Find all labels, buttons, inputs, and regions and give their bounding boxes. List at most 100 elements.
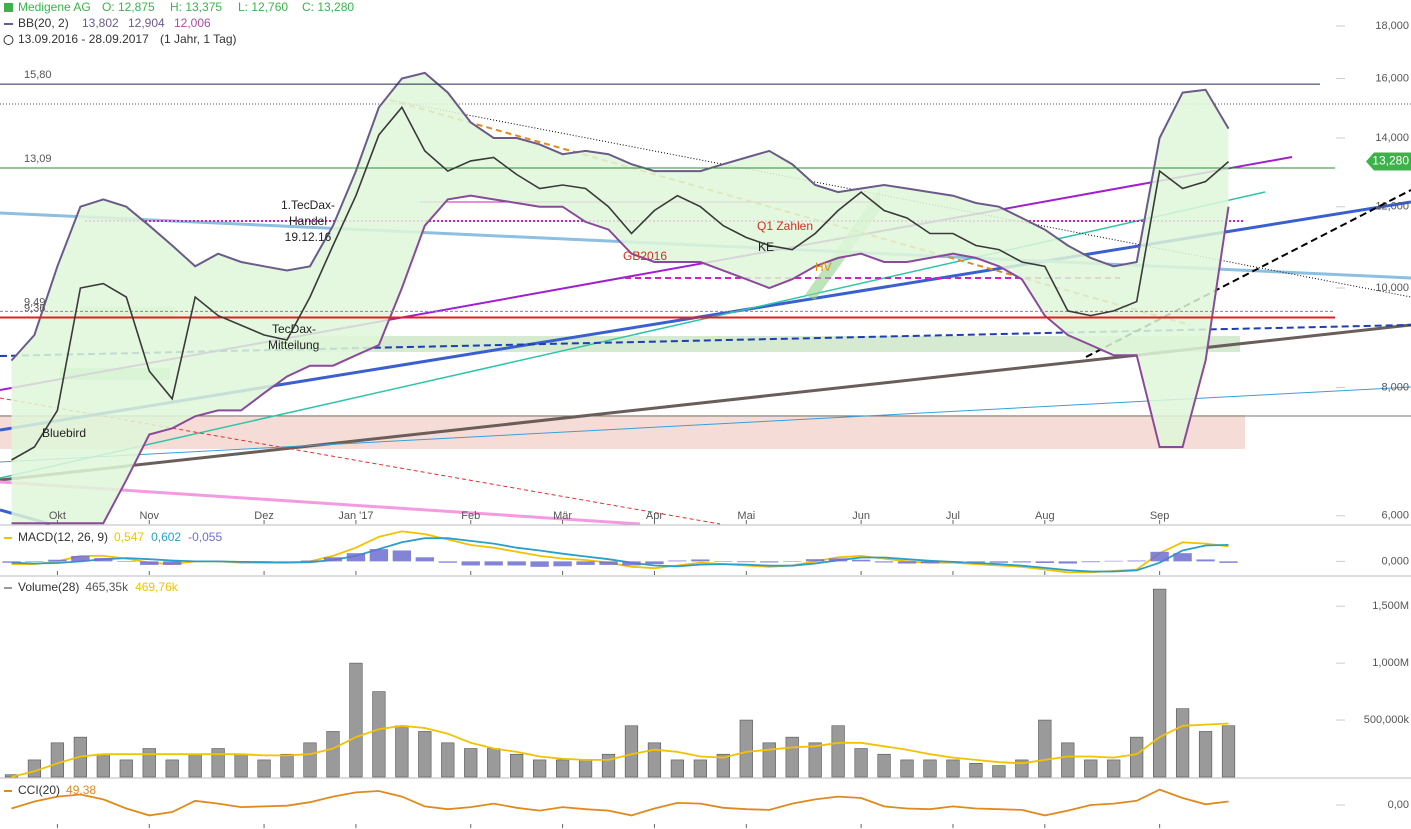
clock-icon: [3, 35, 14, 45]
bar: [234, 753, 248, 778]
bar: [163, 561, 182, 565]
x-tick-label: Mai: [737, 510, 755, 522]
series-line: [11, 788, 1229, 817]
legend-value: 0,602: [151, 530, 181, 544]
legend-swatch: [4, 3, 13, 12]
bar: [576, 561, 595, 565]
bar: [601, 753, 616, 778]
bar: [349, 662, 363, 778]
y-tick-label: 6,000: [1381, 510, 1409, 522]
bar: [1012, 561, 1032, 563]
x-tick-label: Jan '17: [338, 510, 373, 522]
bar: [326, 731, 340, 778]
bar: [211, 748, 225, 778]
bar: [142, 748, 156, 778]
band-fill: [11, 72, 1229, 524]
x-tick-label: Okt: [49, 510, 66, 522]
bar: [806, 559, 825, 562]
bar: [257, 759, 271, 778]
bar: [277, 561, 297, 562]
annotation: TecDax-: [272, 322, 316, 336]
bar: [783, 561, 802, 562]
bar: [1127, 560, 1146, 562]
bar: [186, 561, 205, 562]
bar: [50, 742, 65, 778]
bar: [622, 561, 641, 566]
ohlc: L: 12,760: [238, 0, 288, 14]
bar: [254, 561, 274, 562]
x-tick-label: Dez: [254, 510, 274, 522]
bar: [920, 561, 940, 564]
bar: [716, 753, 730, 778]
bar: [897, 561, 917, 564]
y-tick-label: 500,000k: [1364, 714, 1410, 726]
bar: [946, 759, 960, 778]
bar: [464, 748, 478, 778]
y-tick-label: 1,000M: [1372, 657, 1409, 669]
bar: [668, 560, 687, 562]
annotation: HV: [815, 260, 832, 274]
bar: [877, 753, 891, 778]
bar: [280, 753, 294, 778]
price-tag: [1366, 152, 1411, 171]
bar: [117, 561, 136, 562]
bar: [507, 561, 526, 566]
bar: [369, 549, 389, 562]
ohlc: O: 12,875: [102, 0, 155, 14]
x-tick-label: Aug: [1035, 510, 1055, 522]
bar: [1038, 719, 1052, 778]
bar: [484, 561, 503, 566]
level-label: 13,09: [24, 153, 52, 165]
bar: [624, 725, 639, 778]
bar: [1219, 561, 1238, 563]
legend-value: -0,055: [188, 530, 222, 544]
legend-value: 465,35k: [85, 580, 129, 594]
band-line: [10, 71, 1230, 362]
bar: [392, 550, 412, 562]
bar: [510, 753, 524, 778]
bar: [27, 759, 42, 778]
x-tick-label: Jun: [852, 510, 870, 522]
bar: [691, 559, 710, 562]
y-tick-label: 18,000: [1375, 20, 1409, 32]
bar: [851, 559, 871, 562]
period: 13.09.2016 - 28.09.2017: [18, 32, 149, 46]
bar: [1084, 759, 1098, 778]
bar: [1107, 759, 1121, 778]
y-tick-label: 14,000: [1375, 132, 1409, 144]
bar: [395, 725, 409, 778]
bar: [48, 559, 67, 562]
y-tick-label: 12,000: [1375, 201, 1409, 213]
bar: [418, 731, 432, 778]
level-label: 9,36: [24, 302, 45, 314]
bar: [461, 561, 480, 566]
legend-title: CCI(20): [18, 783, 60, 797]
bar: [1058, 561, 1077, 564]
legend-value: 49,38: [66, 783, 96, 797]
bar: [25, 561, 44, 562]
indicator: BB(20, 2): [18, 16, 69, 30]
price-tag-label: 13,280: [1372, 154, 1409, 168]
bar: [645, 561, 664, 565]
bar: [578, 759, 593, 778]
annotation: Mitteilung: [268, 338, 319, 352]
bar: [693, 759, 707, 778]
bar: [165, 759, 179, 778]
y-tick-label: 8,000: [1381, 381, 1409, 393]
bar: [760, 561, 779, 563]
bar: [555, 759, 570, 778]
y-tick-label: 10,000: [1375, 282, 1409, 294]
annotation: Handel: [289, 214, 327, 228]
bar: [533, 759, 547, 778]
bar: [1196, 559, 1215, 562]
indicator-value: 13,802: [82, 16, 119, 30]
bar: [1081, 561, 1100, 563]
bar: [438, 561, 457, 563]
bar: [119, 759, 133, 778]
bar: [1198, 731, 1213, 778]
bar: [96, 753, 110, 778]
bar: [739, 719, 753, 778]
annotation: 19.12.16: [285, 230, 332, 244]
